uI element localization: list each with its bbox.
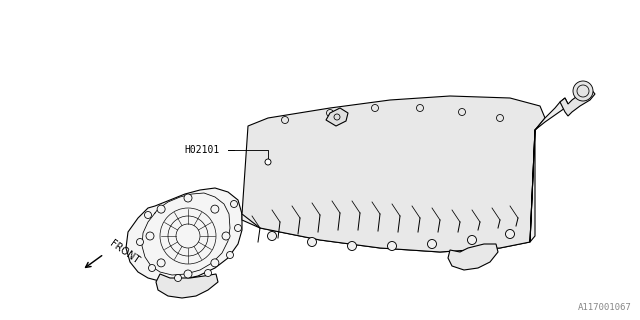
Circle shape: [506, 229, 515, 238]
Circle shape: [211, 205, 219, 213]
Circle shape: [573, 81, 593, 101]
Circle shape: [458, 108, 465, 116]
Circle shape: [175, 275, 182, 282]
Polygon shape: [530, 98, 568, 242]
Circle shape: [145, 212, 152, 219]
Polygon shape: [448, 244, 498, 270]
Circle shape: [282, 116, 289, 124]
Circle shape: [157, 259, 165, 267]
Circle shape: [227, 252, 234, 259]
Polygon shape: [156, 274, 218, 298]
Circle shape: [222, 232, 230, 240]
Circle shape: [265, 159, 271, 165]
Circle shape: [326, 109, 333, 116]
Circle shape: [334, 114, 340, 120]
Circle shape: [417, 105, 424, 111]
Circle shape: [387, 242, 397, 251]
Circle shape: [428, 239, 436, 249]
Circle shape: [577, 85, 589, 97]
Circle shape: [467, 236, 477, 244]
Polygon shape: [560, 88, 595, 116]
Polygon shape: [242, 118, 535, 252]
Text: A117001067: A117001067: [579, 303, 632, 312]
Circle shape: [268, 231, 276, 241]
Polygon shape: [242, 96, 545, 252]
Text: FRONT: FRONT: [108, 238, 141, 266]
Circle shape: [211, 259, 219, 267]
Polygon shape: [126, 188, 242, 282]
Text: H02101: H02101: [184, 145, 220, 155]
Circle shape: [307, 237, 317, 246]
Circle shape: [230, 201, 237, 207]
Circle shape: [184, 194, 192, 202]
Circle shape: [348, 242, 356, 251]
Circle shape: [148, 265, 156, 271]
Circle shape: [184, 270, 192, 278]
Circle shape: [146, 232, 154, 240]
Circle shape: [205, 269, 211, 276]
Circle shape: [136, 238, 143, 245]
Polygon shape: [326, 108, 348, 126]
Circle shape: [157, 205, 165, 213]
Circle shape: [234, 225, 241, 231]
Circle shape: [371, 105, 378, 111]
Circle shape: [497, 115, 504, 122]
